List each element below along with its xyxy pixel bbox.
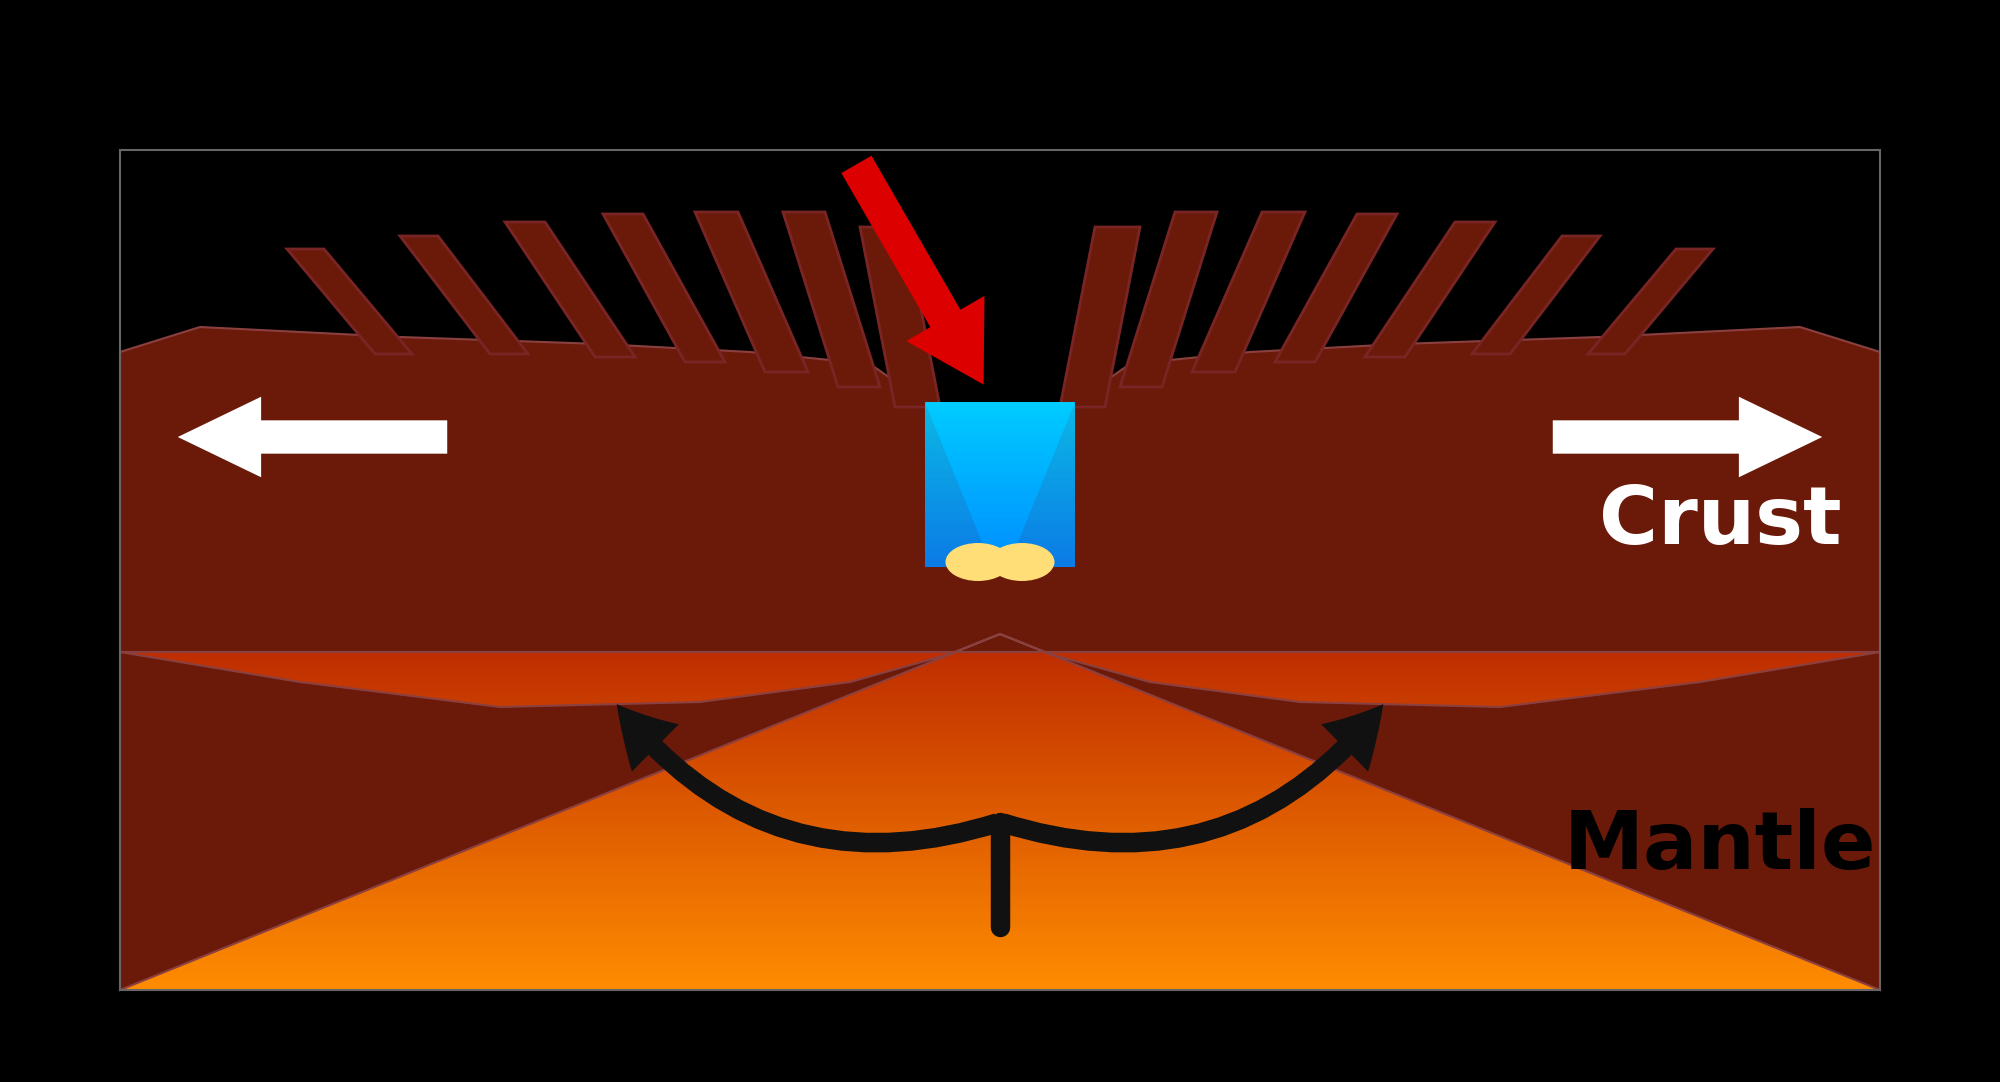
Polygon shape — [1588, 249, 1712, 354]
Ellipse shape — [946, 543, 1010, 581]
Polygon shape — [120, 327, 1880, 990]
Polygon shape — [288, 249, 412, 354]
Polygon shape — [604, 214, 724, 362]
FancyArrowPatch shape — [178, 397, 448, 477]
FancyArrowPatch shape — [842, 156, 984, 384]
Polygon shape — [504, 222, 636, 357]
Polygon shape — [860, 227, 940, 407]
Polygon shape — [1120, 212, 1216, 387]
Polygon shape — [1364, 222, 1496, 357]
Bar — [120, 150, 1880, 990]
Polygon shape — [1060, 227, 1140, 407]
Text: Mantle: Mantle — [1564, 808, 1876, 886]
Polygon shape — [1276, 214, 1396, 362]
FancyArrowPatch shape — [1552, 397, 1822, 477]
Text: Crust: Crust — [1598, 483, 1842, 560]
FancyArrowPatch shape — [616, 704, 1000, 853]
Polygon shape — [784, 212, 880, 387]
Ellipse shape — [990, 543, 1054, 581]
Polygon shape — [1192, 212, 1304, 372]
Polygon shape — [1472, 236, 1600, 354]
Polygon shape — [400, 236, 528, 354]
FancyArrowPatch shape — [1000, 704, 1384, 853]
Polygon shape — [924, 403, 1076, 572]
Polygon shape — [992, 567, 1008, 577]
Polygon shape — [696, 212, 808, 372]
